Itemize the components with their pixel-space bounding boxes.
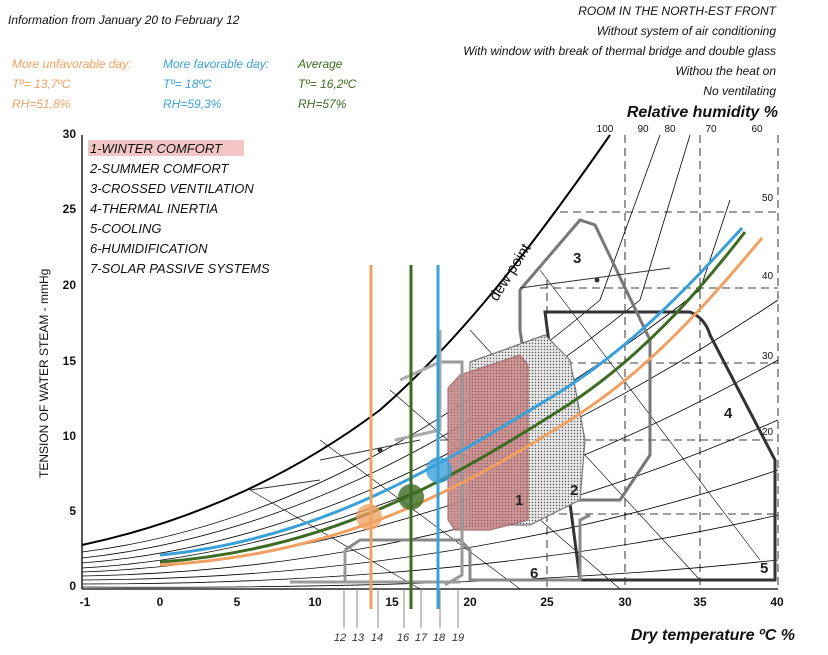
favorable-rh: RH=59,3% (163, 97, 222, 111)
info-title: Information from January 20 to February … (8, 13, 240, 27)
bottom-tick: 18 (433, 632, 446, 644)
side-tick: 50 (762, 193, 774, 204)
unfavorable-temp: Tº= 13,7ºC (12, 77, 71, 91)
average-title: Average (297, 57, 343, 71)
x-tick: 0 (157, 595, 164, 609)
rh-tick: 100 (597, 124, 614, 135)
rh-tick: 70 (705, 124, 717, 135)
x-tick: 35 (693, 595, 707, 609)
x-tick: 25 (540, 595, 554, 609)
favorable-temp: Tº= 18ºC (163, 77, 212, 91)
zones-list-item: 3-CROSSED VENTILATION (90, 181, 254, 196)
zone-number: 5 (760, 560, 768, 577)
y-tick: 5 (69, 504, 76, 518)
zone-6-humidification (344, 513, 591, 582)
y-tick: 25 (63, 202, 77, 216)
unfavorable-title: More unfavorable day: (12, 57, 131, 71)
zones-list-item: 7-SOLAR PASSIVE SYSTEMS (90, 261, 270, 276)
x-tick: 15 (385, 595, 399, 609)
zone-outline-left (394, 330, 442, 442)
x-ticks: -1 0 5 10 15 20 25 30 35 40 (80, 595, 784, 609)
zone-number: 3 (573, 250, 581, 267)
zones-list: 1-WINTER COMFORT 2-SUMMER COMFORT 3-CROS… (89, 141, 270, 276)
y-axis-title: TENSION OF WATER STEAM - mmHg (37, 269, 51, 478)
y-ticks: 0 5 10 15 20 25 30 (63, 127, 77, 593)
y-tick: 30 (63, 127, 77, 141)
average-temp: Tº= 16,2ºC (298, 77, 357, 91)
y-tick: 10 (63, 429, 77, 443)
y-tick: 0 (69, 579, 76, 593)
side-tick: 40 (762, 271, 774, 282)
favorable-title: More favorable day: (163, 57, 269, 71)
favorable-curve (159, 226, 744, 557)
side-tick: 30 (762, 351, 774, 362)
zone-number: 1 (515, 492, 523, 509)
zones-list-item: 5-COOLING (90, 221, 162, 236)
conditions-legend: More unfavorable day: Tº= 13,7ºC RH=51,8… (12, 57, 357, 111)
x-tick: 20 (463, 595, 477, 609)
bottom-tick: 13 (352, 632, 365, 644)
average-rh: RH=57% (298, 97, 347, 111)
rh-tick: 90 (637, 124, 649, 135)
bottom-tick: 17 (415, 632, 428, 644)
rh-ticks: 100 90 80 70 60 (597, 124, 763, 135)
zone-1-winter-comfort (447, 354, 529, 531)
zone-numbers: 1 2 3 4 5 6 (515, 250, 768, 582)
x-tick: 5 (234, 595, 241, 609)
bottom-tick: 16 (397, 632, 410, 644)
room-line: Without system of air conditioning (597, 24, 777, 38)
unfavorable-rh: RH=51,8% (12, 97, 71, 111)
x-tick: 10 (308, 595, 322, 609)
zone-4-thermal-inertia (543, 310, 777, 582)
zone-number: 2 (570, 482, 578, 499)
x-tick: 30 (618, 595, 632, 609)
x-axis-title: Dry temperature ºC % (631, 627, 795, 644)
rh-curves (81, 134, 779, 588)
favorable-point (426, 457, 452, 483)
room-description: ROOM IN THE NORTH-EST FRONT Without syst… (463, 4, 777, 98)
y-tick: 20 (63, 278, 77, 292)
bottom-tick: 12 (334, 632, 346, 644)
side-ticks: 50 40 30 20 (762, 193, 774, 438)
unfavorable-point (356, 504, 382, 530)
bottom-tick: 14 (371, 632, 383, 644)
x-tick: -1 (80, 595, 91, 609)
saturation-curve (81, 134, 611, 546)
room-line: ROOM IN THE NORTH-EST FRONT (578, 4, 777, 18)
average-curve (159, 231, 747, 564)
zone-number: 6 (530, 565, 538, 582)
side-tick: 20 (762, 427, 774, 438)
average-point (398, 484, 424, 510)
rh-tick: 80 (664, 124, 676, 135)
y-tick: 15 (63, 354, 77, 368)
rh-axis-title: Relative humidity % (627, 104, 778, 121)
bottom-ref-ticks: 12 13 14 16 17 18 19 (334, 632, 464, 644)
room-line: No ventilating (703, 84, 776, 98)
unfavorable-curve (159, 237, 764, 567)
winter-comfort-highlight (88, 140, 244, 156)
x-tick: 40 (770, 595, 784, 609)
dew-point-label: dew point (486, 240, 535, 304)
room-line: Withou the heat on (675, 64, 776, 78)
zones-list-item: 2-SUMMER COMFORT (89, 161, 229, 176)
bottom-ref-lines (343, 589, 459, 628)
zones-list-item: 6-HUMIDIFICATION (90, 241, 208, 256)
zones-list-item: 4-THERMAL INERTIA (90, 201, 218, 216)
zones-list-item: 1-WINTER COMFORT (90, 141, 223, 156)
room-line: With window with break of thermal bridge… (463, 44, 776, 58)
zone-number: 4 (724, 405, 733, 422)
rh-tick: 60 (751, 124, 763, 135)
bottom-tick: 19 (452, 632, 464, 644)
